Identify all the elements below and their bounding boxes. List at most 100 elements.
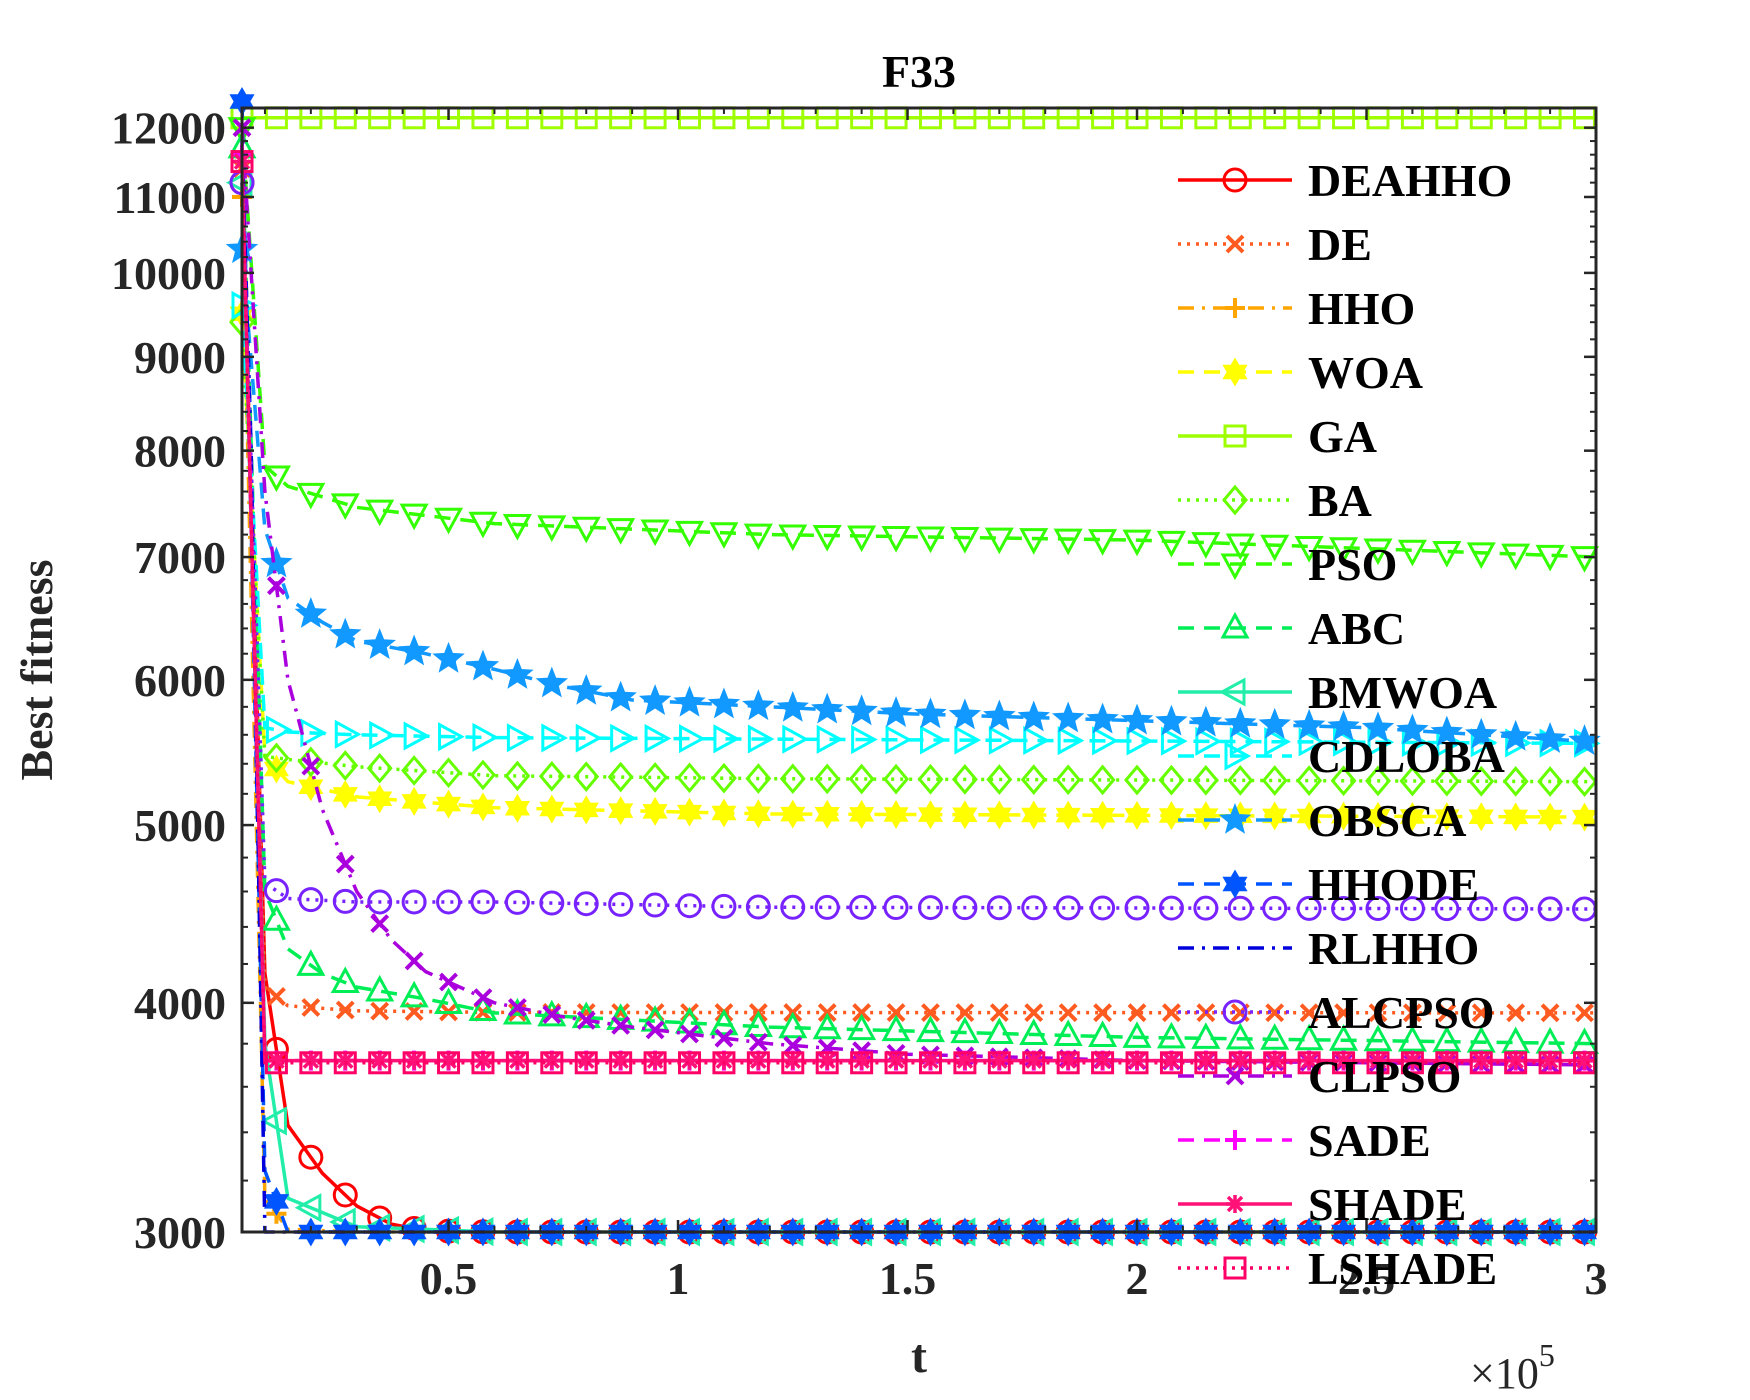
marker-stroke [1472, 1051, 1491, 1070]
marker-stroke [1225, 1066, 1245, 1086]
series-marker [542, 1051, 561, 1070]
marker-stroke [1540, 1003, 1560, 1023]
x-tick-label: 3 [1585, 1253, 1608, 1304]
marker-stroke [921, 1003, 940, 1023]
series-marker [1225, 1022, 1255, 1050]
legend-label: DE [1308, 219, 1372, 270]
series-marker [1471, 1003, 1491, 1023]
series-marker [643, 1051, 667, 1075]
series-marker [539, 794, 565, 824]
marker-stroke [1128, 1051, 1147, 1070]
series-marker [332, 1182, 358, 1208]
marker-stroke [1575, 1003, 1594, 1023]
series-marker [330, 493, 360, 521]
legend-marker [1224, 741, 1252, 771]
series-marker [1193, 895, 1219, 921]
series-marker [1059, 1051, 1078, 1070]
series-marker [1506, 1003, 1526, 1023]
series-marker [434, 507, 464, 535]
legend-item: DE [1178, 219, 1372, 270]
series-marker [539, 890, 565, 916]
marker-stroke [989, 1003, 1009, 1023]
series-marker [1155, 704, 1188, 736]
series-marker [335, 1000, 355, 1020]
series-marker [1366, 1051, 1390, 1075]
series-marker [950, 527, 980, 554]
series-marker [1434, 802, 1460, 832]
series-marker [263, 878, 289, 904]
legend-item: WOA [1178, 347, 1423, 398]
series-marker [333, 1051, 357, 1075]
axis-ticks: 0.5 1 1.5 2 2.5 3 3000 4000 5000 6000 7000 8000 9000… [111, 103, 1608, 1304]
legend-label: GA [1308, 411, 1377, 462]
series-marker [506, 723, 534, 753]
series-marker [642, 762, 669, 793]
series-marker [263, 742, 290, 774]
series-marker [1503, 802, 1529, 832]
series-marker [606, 518, 636, 545]
series-marker [745, 799, 771, 829]
series-marker [917, 895, 943, 921]
series-alcpso [229, 170, 1598, 922]
y-tick-label: 4000 [134, 978, 226, 1029]
series-marker [883, 763, 910, 795]
series-marker [917, 800, 944, 830]
series-marker [1330, 765, 1357, 797]
series-marker [296, 949, 326, 976]
series-marker [1196, 1051, 1215, 1070]
series-marker [1397, 539, 1427, 567]
legend-marker [1220, 553, 1250, 581]
series-marker [1056, 1051, 1080, 1075]
marker-stroke [577, 1051, 596, 1070]
series-marker [264, 1051, 288, 1075]
series-marker [779, 763, 806, 795]
series-marker [1051, 701, 1085, 733]
legend: DEAHHO DE HHO WOA GA BA PSO ABC BMWOA CDLOBA OBSCA… [1178, 155, 1512, 1294]
series-marker [1397, 1025, 1427, 1052]
series-marker [301, 998, 321, 1017]
series-marker [1019, 1018, 1049, 1046]
series-ba [229, 306, 1598, 797]
series-marker [1504, 1051, 1528, 1075]
series-marker [954, 725, 982, 755]
legend-label: BMWOA [1308, 667, 1497, 718]
plot-area-frame [240, 106, 1598, 1234]
series-marker [1468, 896, 1494, 922]
series-marker [604, 680, 637, 712]
x-axis-exponent: ×105 [1470, 1337, 1555, 1398]
marker-stroke [1225, 298, 1245, 318]
series-marker [953, 1051, 977, 1075]
series-marker [439, 972, 458, 992]
series-abc [227, 131, 1600, 1055]
series-marker [1120, 703, 1154, 735]
series-marker [816, 724, 844, 754]
marker-stroke [1368, 1003, 1388, 1023]
series-marker [709, 1008, 739, 1036]
marker-stroke [886, 1003, 906, 1023]
series-marker [709, 522, 739, 549]
y-tick-label: 6000 [134, 655, 226, 706]
series-marker [1292, 708, 1326, 740]
marker-stroke [439, 972, 458, 992]
series-marker [914, 697, 947, 729]
series-marker [984, 1017, 1014, 1045]
series-pso [227, 117, 1600, 573]
series-marker [986, 895, 1012, 921]
legend-marker [1218, 677, 1246, 707]
series-lshade [230, 150, 1597, 1075]
marker-stroke [1334, 1051, 1353, 1070]
legend-label: HHO [1308, 283, 1415, 334]
series-marker [640, 519, 670, 547]
series-marker [267, 987, 286, 1006]
series-marker [781, 1051, 805, 1075]
legend-label: HHODE [1308, 859, 1479, 910]
series-marker [1569, 546, 1600, 573]
series-marker [778, 1011, 808, 1039]
legend-marker [1223, 424, 1247, 448]
series-marker [473, 1051, 492, 1070]
marker-stroke [955, 1051, 974, 1070]
series-marker [502, 514, 532, 541]
legend-item: DEAHHO [1178, 155, 1512, 206]
marker-stroke [887, 1051, 906, 1070]
legend-marker [1220, 611, 1250, 639]
